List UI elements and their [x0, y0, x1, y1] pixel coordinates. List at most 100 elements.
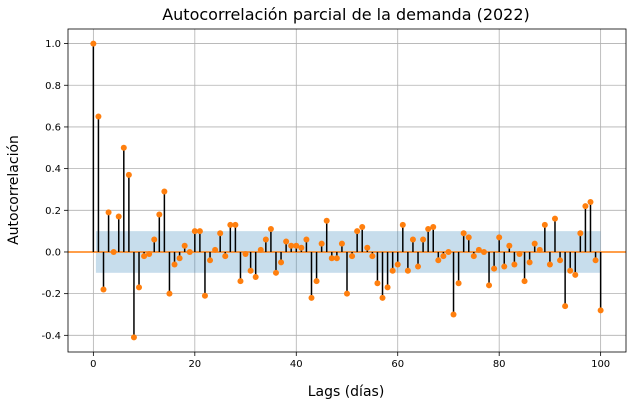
- data-point: [470, 253, 477, 260]
- y-tick-label: 0.8: [45, 81, 61, 92]
- data-point: [201, 292, 208, 299]
- stems: [92, 43, 602, 338]
- data-point: [313, 278, 320, 285]
- data-point: [278, 259, 285, 266]
- y-tick-label: 0.2: [45, 206, 61, 217]
- y-tick-label: 0.6: [45, 122, 61, 133]
- data-point: [491, 265, 498, 272]
- data-point: [546, 261, 553, 268]
- data-point: [120, 144, 127, 151]
- data-point: [379, 294, 386, 301]
- data-point: [156, 211, 163, 218]
- data-point: [460, 230, 467, 237]
- data-point: [181, 242, 188, 249]
- y-tick-label: -0.2: [41, 289, 61, 300]
- data-point: [212, 246, 219, 253]
- data-point: [521, 278, 528, 285]
- data-point: [171, 261, 178, 268]
- data-point: [526, 259, 533, 266]
- data-point: [100, 286, 107, 293]
- data-point: [110, 248, 117, 255]
- data-point: [577, 230, 584, 237]
- data-point: [186, 248, 193, 255]
- x-tick-label: 20: [188, 359, 201, 370]
- y-tick-label: 0.4: [45, 164, 61, 175]
- data-point: [267, 226, 274, 233]
- data-point: [359, 223, 366, 230]
- data-point: [252, 273, 259, 280]
- data-point: [562, 303, 569, 310]
- data-point: [237, 278, 244, 285]
- x-ticks: 0 20 40 60 80 100: [90, 352, 610, 370]
- data-point: [146, 251, 153, 258]
- x-tick-label: 40: [290, 359, 303, 370]
- data-point: [597, 307, 604, 314]
- data-point: [328, 255, 335, 262]
- data-point: [415, 263, 422, 270]
- data-point: [450, 311, 457, 318]
- data-point: [557, 257, 564, 264]
- data-point: [455, 280, 462, 287]
- y-tick-label: -0.4: [41, 331, 61, 342]
- data-point: [384, 284, 391, 291]
- data-point: [207, 257, 214, 264]
- data-point: [354, 228, 361, 235]
- data-point: [536, 246, 543, 253]
- data-point: [242, 251, 249, 258]
- data-point: [465, 234, 472, 241]
- data-point: [272, 269, 279, 276]
- data-point: [196, 228, 203, 235]
- data-point: [409, 236, 416, 243]
- data-point: [338, 240, 345, 247]
- data-point: [227, 221, 234, 228]
- data-point: [283, 238, 290, 245]
- data-point: [496, 234, 503, 241]
- data-point: [374, 280, 381, 287]
- data-point: [349, 253, 356, 260]
- data-point: [394, 261, 401, 268]
- data-point: [511, 261, 518, 268]
- y-tick-label: 1.0: [45, 39, 61, 50]
- data-point: [435, 257, 442, 264]
- data-point: [440, 253, 447, 260]
- x-tick-label: 60: [391, 359, 404, 370]
- data-point: [176, 255, 183, 262]
- markers: [90, 40, 604, 341]
- data-point: [115, 213, 122, 220]
- data-point: [222, 253, 229, 260]
- data-point: [318, 240, 325, 247]
- data-point: [389, 267, 396, 274]
- data-point: [404, 267, 411, 274]
- data-point: [262, 236, 269, 243]
- data-point: [151, 236, 158, 243]
- data-point: [567, 267, 574, 274]
- data-point: [293, 242, 300, 249]
- x-tick-label: 0: [90, 359, 96, 370]
- data-point: [582, 203, 589, 210]
- data-point: [531, 240, 538, 247]
- grid: [68, 29, 626, 352]
- data-point: [516, 251, 523, 258]
- data-point: [288, 242, 295, 249]
- plot-frame: [67, 28, 627, 353]
- data-point: [95, 113, 102, 120]
- data-point: [364, 244, 371, 251]
- y-tick-label: 0.0: [45, 247, 61, 258]
- data-point: [486, 282, 493, 289]
- x-tick-label: 100: [591, 359, 610, 370]
- data-point: [166, 290, 173, 297]
- data-point: [344, 290, 350, 297]
- data-point: [323, 217, 330, 224]
- data-point: [232, 221, 239, 228]
- data-point: [572, 271, 579, 278]
- data-point: [217, 230, 224, 237]
- data-point: [191, 228, 198, 235]
- data-point: [141, 253, 148, 260]
- x-axis-label: Lags (días): [308, 384, 385, 400]
- data-point: [308, 294, 315, 301]
- y-axis-label: Autocorrelación: [6, 135, 22, 245]
- data-point: [105, 209, 112, 216]
- data-point: [551, 215, 558, 222]
- data-point: [587, 198, 594, 205]
